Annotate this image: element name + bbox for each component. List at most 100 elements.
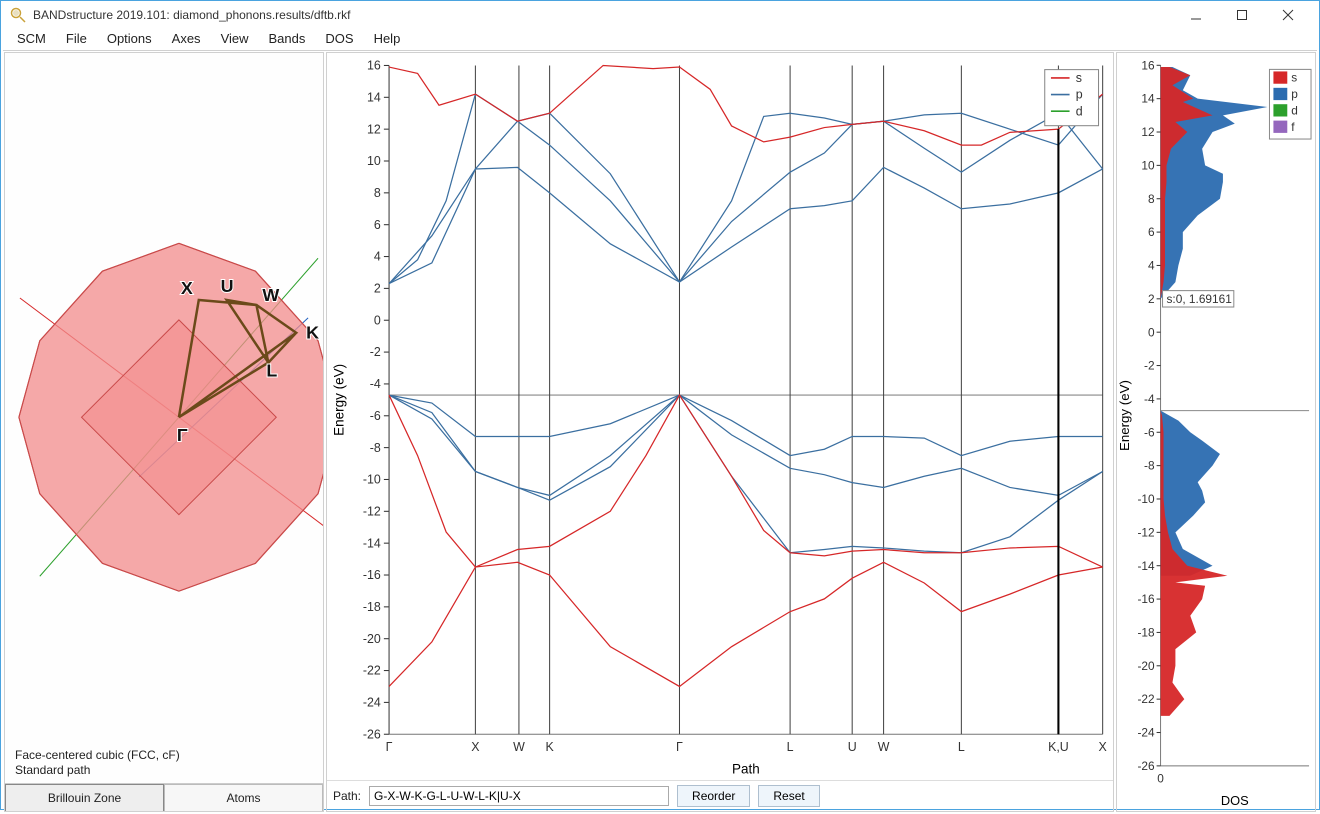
svg-text:Γ: Γ [676, 740, 683, 754]
svg-text:10: 10 [367, 154, 381, 168]
svg-text:Path: Path [732, 762, 760, 777]
svg-text:-4: -4 [370, 377, 381, 391]
svg-text:X: X [1099, 740, 1108, 754]
svg-text:-6: -6 [370, 409, 381, 423]
svg-text:16: 16 [367, 59, 381, 73]
svg-text:-20: -20 [363, 632, 381, 646]
svg-text:-18: -18 [363, 600, 381, 614]
svg-text:-4: -4 [1144, 392, 1155, 406]
reorder-button[interactable]: Reorder [677, 785, 750, 807]
content: X U W K L Γ Face-centered cubic (FCC, cF) Sta… [3, 50, 1317, 813]
svg-text:p: p [1076, 88, 1083, 102]
svg-text:6: 6 [1148, 225, 1155, 239]
path-bar: Path: Reorder Reset [327, 780, 1113, 811]
svg-text:-14: -14 [363, 536, 381, 550]
svg-text:W: W [878, 740, 890, 754]
app-icon [9, 6, 27, 24]
menu-file[interactable]: File [56, 29, 97, 48]
svg-text:DOS: DOS [1221, 793, 1249, 808]
menu-axes[interactable]: Axes [162, 29, 211, 48]
svg-text:Γ: Γ [177, 425, 188, 445]
bands-plot[interactable]: -26-24-22-20-18-16-14-12-10-8-6-4-202468… [327, 53, 1113, 780]
svg-text:p: p [1291, 87, 1298, 101]
svg-text:-6: -6 [1144, 425, 1155, 439]
svg-text:-16: -16 [1137, 592, 1154, 606]
svg-text:-24: -24 [1137, 725, 1154, 739]
svg-text:-24: -24 [363, 696, 381, 710]
dos-panel[interactable]: -26-24-22-20-18-16-14-12-10-8-6-4-202468… [1116, 52, 1316, 812]
maximize-button[interactable] [1219, 1, 1265, 29]
tab-atoms[interactable]: Atoms [164, 784, 323, 811]
svg-text:K: K [306, 323, 319, 343]
svg-text:-10: -10 [363, 473, 381, 487]
menu-help[interactable]: Help [364, 29, 411, 48]
close-button[interactable] [1265, 1, 1311, 29]
bz-tabs: Brillouin ZoneAtoms [5, 783, 323, 811]
svg-text:10: 10 [1141, 158, 1154, 172]
svg-text:12: 12 [367, 122, 381, 136]
svg-text:U: U [221, 276, 234, 296]
brillouin-panel: X U W K L Γ Face-centered cubic (FCC, cF) Sta… [4, 52, 324, 812]
svg-text:2: 2 [374, 282, 381, 296]
svg-text:L: L [787, 740, 794, 754]
svg-text:0: 0 [1157, 771, 1164, 785]
menu-bands[interactable]: Bands [259, 29, 316, 48]
svg-text:d: d [1076, 104, 1083, 118]
app-window: BANDstructure 2019.101: diamond_phonons.… [0, 0, 1320, 810]
svg-text:12: 12 [1141, 125, 1154, 139]
svg-text:-22: -22 [1137, 692, 1154, 706]
menubar: SCMFileOptionsAxesViewBandsDOSHelp [1, 29, 1319, 48]
menu-options[interactable]: Options [97, 29, 162, 48]
menu-scm[interactable]: SCM [7, 29, 56, 48]
svg-text:-16: -16 [363, 568, 381, 582]
svg-text:Energy (eV): Energy (eV) [1117, 380, 1132, 451]
svg-text:U: U [848, 740, 857, 754]
minimize-button[interactable] [1173, 1, 1219, 29]
svg-text:W: W [513, 740, 525, 754]
path-input[interactable] [369, 786, 669, 806]
svg-text:4: 4 [374, 250, 381, 264]
svg-text:6: 6 [374, 218, 381, 232]
svg-text:8: 8 [1148, 192, 1155, 206]
svg-text:14: 14 [1141, 92, 1154, 106]
svg-text:-26: -26 [1137, 759, 1154, 773]
svg-text:d: d [1291, 103, 1298, 117]
window-controls [1173, 1, 1311, 29]
svg-text:-18: -18 [1137, 625, 1154, 639]
svg-text:0: 0 [1148, 325, 1155, 339]
svg-text:K: K [545, 740, 554, 754]
svg-text:L: L [958, 740, 965, 754]
bz-caption-l2: Standard path [15, 763, 313, 779]
bz-canvas[interactable]: X U W K L Γ [5, 53, 323, 742]
svg-text:-20: -20 [1137, 659, 1154, 673]
svg-text:16: 16 [1141, 58, 1154, 72]
menu-view[interactable]: View [211, 29, 259, 48]
reset-button[interactable]: Reset [758, 785, 819, 807]
svg-text:2: 2 [1148, 292, 1155, 306]
tab-brillouin-zone[interactable]: Brillouin Zone [5, 784, 164, 811]
svg-text:-12: -12 [1137, 525, 1154, 539]
svg-text:Γ: Γ [386, 740, 393, 754]
svg-text:-2: -2 [370, 345, 381, 359]
bz-caption-l1: Face-centered cubic (FCC, cF) [15, 748, 313, 764]
titlebar: BANDstructure 2019.101: diamond_phonons.… [1, 1, 1319, 29]
svg-text:14: 14 [367, 90, 381, 104]
svg-text:L: L [266, 361, 277, 381]
svg-text:-26: -26 [363, 727, 381, 741]
svg-text:0: 0 [374, 313, 381, 327]
svg-text:K,U: K,U [1048, 740, 1069, 754]
svg-text:-8: -8 [370, 441, 381, 455]
svg-text:X: X [181, 278, 193, 298]
svg-text:Energy (eV): Energy (eV) [332, 364, 347, 436]
svg-text:-14: -14 [1137, 559, 1154, 573]
svg-text:s:0, 1.69161: s:0, 1.69161 [1167, 292, 1233, 306]
svg-text:8: 8 [374, 186, 381, 200]
svg-text:-2: -2 [1144, 358, 1155, 372]
menu-dos[interactable]: DOS [315, 29, 363, 48]
svg-text:X: X [471, 740, 480, 754]
window-title: BANDstructure 2019.101: diamond_phonons.… [33, 8, 351, 22]
svg-text:-10: -10 [1137, 492, 1154, 506]
svg-text:4: 4 [1148, 258, 1155, 272]
svg-text:-8: -8 [1144, 459, 1155, 473]
svg-text:W: W [262, 285, 279, 305]
